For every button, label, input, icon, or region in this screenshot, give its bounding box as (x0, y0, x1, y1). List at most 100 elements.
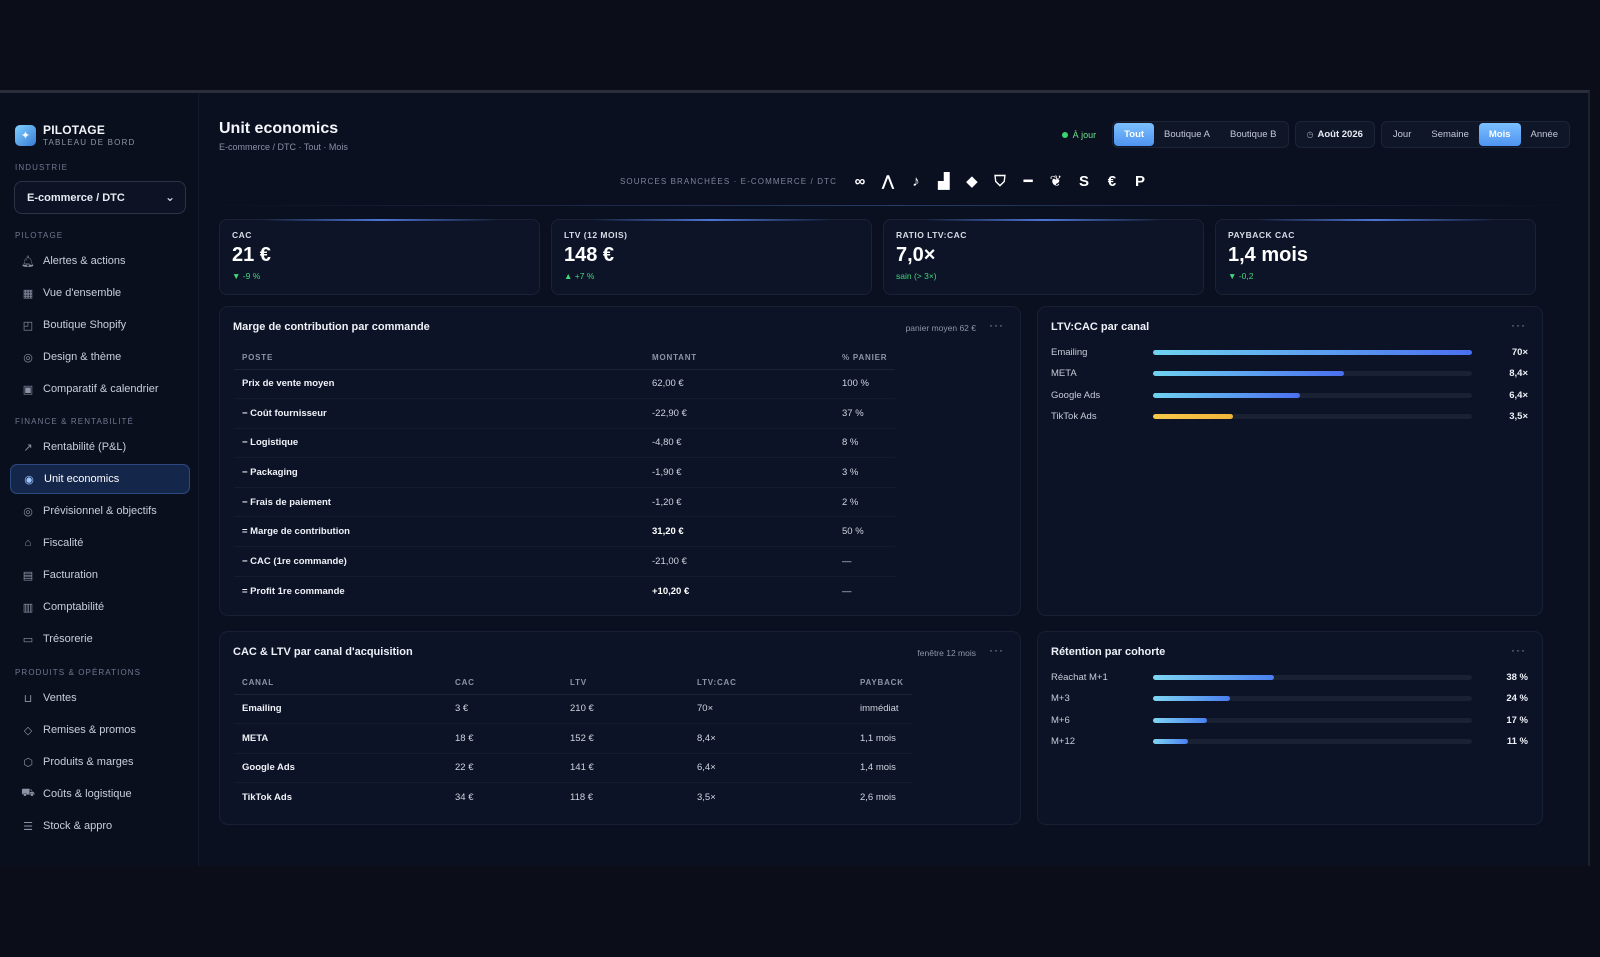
granularity-semaine[interactable]: Semaine (1431, 129, 1469, 140)
contribution-table: POSTE MONTANT % PANIER Prix de vente moy… (234, 347, 896, 606)
period-selector[interactable]: ◷ Août 2026 (1294, 121, 1375, 148)
kpi-card-ltv: LTV (12 MOIS) 148 € ▲ +7 % (551, 219, 872, 295)
sidebar-item-design-theme[interactable]: ◎ Design & thème (10, 342, 190, 372)
table-cell: 118 € (570, 792, 594, 804)
table-cell: 152 € (562, 723, 689, 754)
section-label-produits: PRODUITS & OPÉRATIONS (15, 668, 142, 677)
period-button[interactable]: ◷ Août 2026 (1297, 123, 1373, 146)
klaviyo-icon[interactable]: ◆ (966, 173, 978, 190)
analytics-icon[interactable]: ▟ (938, 173, 950, 190)
table-cell: 34 € (455, 792, 474, 804)
more-options-icon[interactable]: ··· (1511, 643, 1526, 657)
scope-option-tout[interactable]: Tout (1114, 123, 1155, 146)
sidebar-item-boutique-shopify[interactable]: ◰ Boutique Shopify (10, 310, 190, 340)
sidebar-item-tresorerie[interactable]: ▭ Trésorerie (10, 624, 190, 654)
sidebar-item-remises[interactable]: ◇ Remises & promos (10, 715, 190, 745)
granularity-annee[interactable]: Année (1530, 129, 1558, 140)
meta-icon[interactable]: ∞ (854, 172, 866, 190)
panel-title: LTV:CAC par canal (1051, 321, 1150, 333)
section-label-pilotage: PILOTAGE (15, 231, 64, 240)
contribution-panel: Marge de contribution par commande panie… (219, 306, 1021, 616)
sidebar-item-rentabilite[interactable]: ↗ Rentabilité (P&L) (10, 432, 190, 462)
sidebar-item-alertes[interactable]: 🔔︎ Alertes & actions (10, 246, 190, 276)
bar-track (1153, 739, 1472, 744)
sidebar-item-label: Comparatif & calendrier (43, 383, 159, 395)
column-header: CANAL (234, 672, 447, 695)
sidebar-item-label: Fiscalité (43, 537, 84, 549)
bar-fill (1153, 414, 1233, 419)
industry-label: INDUSTRIE (15, 163, 69, 172)
kpi-value: 148 € (564, 244, 615, 266)
bar-value: 11 % (1506, 736, 1528, 747)
kpi-delta: ▼ -9 % (232, 271, 261, 281)
sidebar-item-label: Boutique Shopify (43, 319, 127, 331)
box-icon: ⬡ (23, 756, 33, 769)
table-cell: 8 % (834, 428, 896, 459)
column-header: POSTE (234, 347, 644, 370)
bar-icon[interactable]: ━ (1023, 173, 1033, 190)
sidebar-item-fiscalite[interactable]: ⌂ Fiscalité (10, 528, 190, 558)
table-cell: 31,20 € (644, 516, 834, 548)
table-row: Prix de vente moyen 62,00 €100 % (234, 369, 896, 400)
table-cell: 6,4× (689, 753, 852, 784)
app-window: ✦ PILOTAGE TABLEAU DE BORD INDUSTRIE E-c… (0, 90, 1590, 866)
bar-value: 24 % (1506, 693, 1528, 704)
table-cell: — (834, 546, 896, 577)
trend-icon: ↗ (23, 441, 33, 454)
table-row: = Profit 1re commande +10,20 € — (234, 576, 895, 606)
target-icon: ◉ (24, 473, 34, 486)
table-cell: 70× (689, 694, 852, 725)
google-ads-icon[interactable]: ⋀ (881, 173, 895, 190)
cart-icon: ⊔ (23, 692, 33, 705)
table-row: = Marge de contribution 31,20 €50 % (234, 516, 896, 548)
more-options-icon[interactable]: ··· (1511, 318, 1526, 332)
sidebar-item-label: Produits & marges (43, 756, 134, 768)
bar-value: 38 % (1506, 671, 1528, 683)
sidebar-item-ventes[interactable]: ⊔ Ventes (10, 683, 190, 713)
sidebar-item-unit-economics[interactable]: ◉ Unit economics (10, 464, 190, 494)
sidebar: ✦ PILOTAGE TABLEAU DE BORD INDUSTRIE E-c… (0, 93, 199, 866)
shopify-icon[interactable]: ⛉ (994, 172, 1006, 190)
scope-option-boutique-b[interactable]: Boutique B (1230, 129, 1277, 140)
bar-row: TikTok Ads 3,5× (1051, 409, 1528, 425)
sidebar-item-comptabilite[interactable]: ▥ Comptabilité (10, 592, 190, 622)
table-cell: 3,5× (697, 792, 716, 804)
grid-icon: ▦ (22, 287, 34, 300)
sidebar-item-couts-logistique[interactable]: ⛟ Coûts & logistique (10, 779, 190, 809)
table-row: − CAC (1re commande) -21,00 € — (234, 546, 896, 577)
sidebar-item-vue-ensemble[interactable]: ▦ Vue d'ensemble (10, 278, 190, 308)
tiktok-icon[interactable]: ♪ (912, 172, 920, 190)
sidebar-item-facturation[interactable]: ▤ Facturation (10, 560, 190, 590)
granularity-jour[interactable]: Jour (1392, 129, 1412, 140)
brand-subtitle: TABLEAU DE BORD (43, 138, 136, 147)
mailchimp-icon[interactable]: ❦ (1049, 173, 1063, 190)
bar-label: M+6 (1051, 714, 1070, 726)
table-cell: − Logistique (234, 428, 644, 459)
bar-value: 8,4× (1509, 368, 1528, 379)
more-options-icon[interactable]: ··· (989, 643, 1004, 657)
topbar-controls: À jour Tout Boutique A Boutique B ◷ Août… (1061, 121, 1570, 148)
page-title: Unit economics (219, 120, 339, 137)
panel-title: CAC & LTV par canal d'acquisition (233, 646, 413, 658)
column-header: LTV (562, 672, 689, 695)
industry-select[interactable]: E-commerce / DTC ⌄ (14, 181, 186, 214)
table-cell: 1,1 mois (852, 723, 912, 754)
sidebar-item-comparatif[interactable]: ▣ Comparatif & calendrier (10, 374, 190, 404)
sidebar-item-previsionnel[interactable]: ◎ Prévisionnel & objectifs (10, 496, 190, 526)
more-options-icon[interactable]: ··· (989, 318, 1004, 332)
paypal-icon[interactable]: P (1134, 172, 1145, 190)
bar-track (1153, 414, 1472, 419)
connected-sources: SOURCES BRANCHÉES · E-COMMERCE / DTC ∞ ⋀… (620, 169, 1157, 193)
granularity-mois[interactable]: Mois (1478, 123, 1521, 146)
table-cell: TikTok Ads (242, 792, 292, 804)
sidebar-item-stock[interactable]: ☰ Stock & appro (10, 811, 190, 841)
stripe-icon[interactable]: S (1078, 172, 1089, 190)
cashflow-icon[interactable]: € (1107, 172, 1117, 190)
brand[interactable]: ✦ PILOTAGE TABLEAU DE BORD (15, 123, 136, 147)
kpi-delta: ▲ +7 % (564, 271, 595, 281)
scope-option-boutique-a[interactable]: Boutique A (1164, 129, 1211, 140)
sidebar-item-produits-marges[interactable]: ⬡ Produits & marges (10, 747, 190, 777)
bar-fill (1153, 739, 1189, 744)
bar-row: Réachat M+1 38 % (1051, 669, 1528, 685)
table-row: − Packaging -1,90 €3 % (234, 457, 896, 488)
